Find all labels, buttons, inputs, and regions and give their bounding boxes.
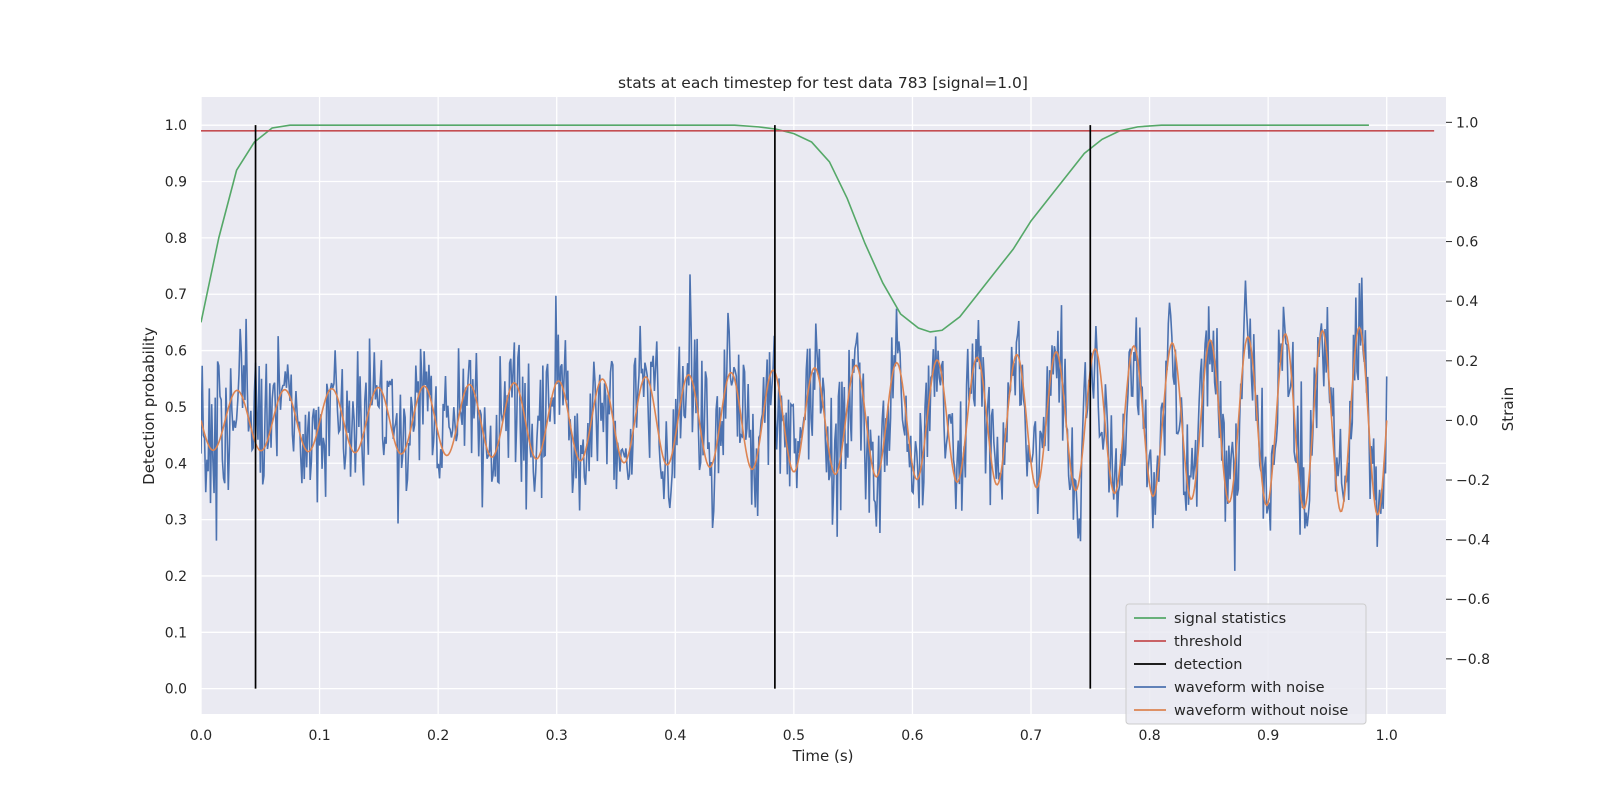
y-axis-ticks: 0.0 0.1 0.2 0.3 0.4 0.5 0.6 0.7 0.8 0.9 1.0 bbox=[165, 118, 187, 697]
y2-axis-label: Strain bbox=[1499, 387, 1517, 431]
x-tick-label: 0.9 bbox=[1257, 728, 1279, 744]
x-tick-label: 0.7 bbox=[1020, 728, 1042, 744]
x-tick-label: 1.0 bbox=[1376, 728, 1398, 744]
legend-label: waveform with noise bbox=[1174, 680, 1325, 696]
legend: signal statistics threshold detection wavef… bbox=[1125, 603, 1367, 725]
x-axis-label: Time (s) bbox=[792, 747, 854, 765]
y2-tick-label: −0.4 bbox=[1456, 533, 1490, 549]
y-tick-label: 0.2 bbox=[165, 569, 187, 585]
chart-title: stats at each timestep for test data 783… bbox=[618, 74, 1028, 92]
legend-label: detection bbox=[1174, 657, 1242, 673]
legend-label: signal statistics bbox=[1174, 611, 1286, 627]
x-tick-label: 0.4 bbox=[664, 728, 686, 744]
y2-tick-label: 1.0 bbox=[1456, 115, 1478, 131]
y2-tick-label: 0.4 bbox=[1456, 294, 1478, 310]
y-tick-label: 0.3 bbox=[165, 513, 187, 529]
y-tick-label: 0.5 bbox=[165, 400, 187, 416]
x-tick-label: 0.8 bbox=[1138, 728, 1160, 744]
x-tick-label: 0.2 bbox=[427, 728, 449, 744]
x-tick-label: 0.1 bbox=[308, 728, 330, 744]
y2-axis-ticks: −0.8 −0.6 −0.4 −0.2 0.0 0.2 0.4 0.6 0.8 1.0 bbox=[1446, 115, 1490, 668]
y-tick-label: 0.7 bbox=[165, 287, 187, 303]
y-axis-label: Detection probability bbox=[140, 327, 158, 485]
x-axis-ticks: 0.0 0.1 0.2 0.3 0.4 0.5 0.6 0.7 0.8 0.9 1.0 bbox=[190, 728, 1398, 744]
y2-tick-label: −0.8 bbox=[1456, 652, 1490, 668]
x-tick-label: 0.6 bbox=[901, 728, 923, 744]
y-tick-label: 1.0 bbox=[165, 118, 187, 134]
y-tick-label: 0.4 bbox=[165, 456, 187, 472]
y2-tick-label: 0.2 bbox=[1456, 354, 1478, 370]
legend-box bbox=[1125, 603, 1367, 725]
y2-tick-label: −0.2 bbox=[1456, 473, 1490, 489]
y2-tick-label: 0.8 bbox=[1456, 175, 1478, 191]
series-waveform-without-noise bbox=[201, 325, 1388, 516]
y2-tick-label: 0.0 bbox=[1456, 413, 1478, 429]
x-tick-label: 0.0 bbox=[190, 728, 212, 744]
y-tick-label: 0.9 bbox=[165, 175, 187, 191]
y2-tick-label: −0.6 bbox=[1456, 592, 1490, 608]
y-tick-label: 0.0 bbox=[165, 682, 187, 698]
series-signal-statistics bbox=[201, 124, 1369, 333]
y-tick-label: 0.1 bbox=[165, 625, 187, 641]
data-marks bbox=[201, 124, 1435, 689]
legend-label: threshold bbox=[1174, 634, 1242, 650]
legend-label: waveform without noise bbox=[1174, 703, 1348, 719]
y-tick-label: 0.6 bbox=[165, 344, 187, 360]
x-tick-label: 0.5 bbox=[783, 728, 805, 744]
y-tick-label: 0.8 bbox=[165, 231, 187, 247]
x-tick-label: 0.3 bbox=[546, 728, 568, 744]
y2-tick-label: 0.6 bbox=[1456, 235, 1478, 251]
